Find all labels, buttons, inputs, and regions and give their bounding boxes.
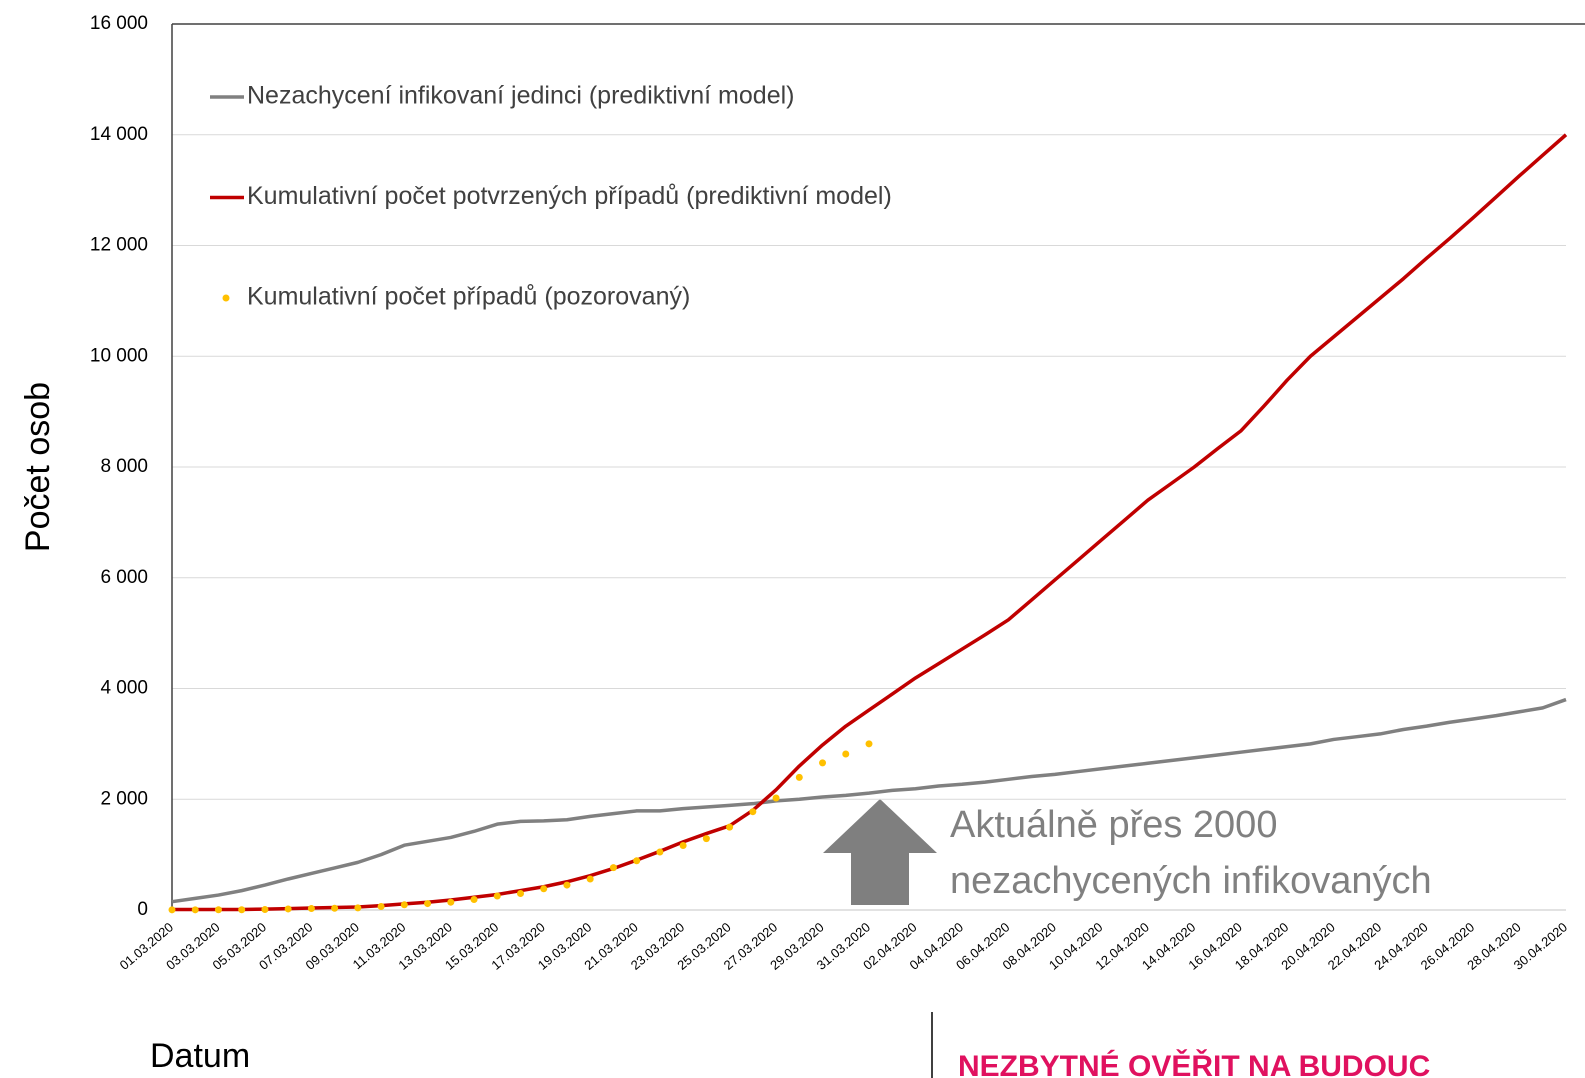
data-point	[331, 904, 339, 912]
data-point	[214, 906, 222, 914]
data-point	[238, 906, 246, 914]
y-tick-label: 12 000	[90, 235, 148, 256]
data-point	[307, 905, 315, 913]
x-axis-title: Datum	[150, 1037, 250, 1075]
data-point	[702, 835, 710, 843]
data-point	[795, 773, 803, 781]
data-point	[261, 906, 269, 914]
y-tick-label: 14 000	[90, 124, 148, 145]
data-point	[377, 903, 385, 911]
data-point	[563, 881, 571, 889]
annotation: nezachycených infikovaných	[950, 860, 1432, 902]
arrow	[823, 799, 937, 905]
data-point	[842, 750, 850, 758]
data-point	[191, 906, 199, 914]
data-point	[586, 875, 594, 883]
data-point	[168, 906, 176, 914]
data-point	[726, 823, 734, 831]
legend-label: Kumulativní počet případů (pozorovaný)	[247, 283, 690, 311]
data-point	[447, 898, 455, 906]
legend-label: Nezachycení infikovaní jedinci (predikti…	[247, 82, 794, 110]
data-point	[424, 900, 432, 908]
data-point	[493, 892, 501, 900]
data-point	[517, 889, 524, 897]
y-axis-title: Počet osob	[19, 382, 57, 552]
data-point	[354, 904, 362, 912]
data-point	[284, 905, 292, 913]
data-point	[400, 901, 408, 909]
y-tick-label: 16 000	[90, 13, 148, 34]
annotation: Aktuálně přes 2000	[950, 804, 1277, 846]
data-point	[656, 848, 664, 856]
legend-marker	[222, 294, 230, 302]
y-tick-label: 10 000	[90, 345, 148, 366]
data-point	[633, 857, 641, 865]
data-point	[470, 896, 478, 904]
data-point	[540, 885, 548, 893]
series-line	[171, 697, 1567, 904]
data-point	[772, 794, 780, 802]
y-tick-label: 8 000	[100, 456, 148, 477]
y-tick-label: 2 000	[100, 788, 148, 809]
y-tick-label: 6 000	[100, 567, 148, 588]
data-point	[749, 808, 757, 816]
data-point	[679, 841, 687, 849]
note: NEZBYTNÉ OVĚŘIT NA BUDOUC	[958, 1049, 1430, 1078]
data-point	[865, 740, 873, 748]
legend-label: Kumulativní počet potvrzených případů (p…	[247, 182, 892, 210]
y-tick-label: 4 000	[100, 678, 148, 699]
data-point	[609, 864, 617, 872]
data-point	[819, 759, 827, 767]
y-tick-label: 0	[137, 899, 148, 920]
